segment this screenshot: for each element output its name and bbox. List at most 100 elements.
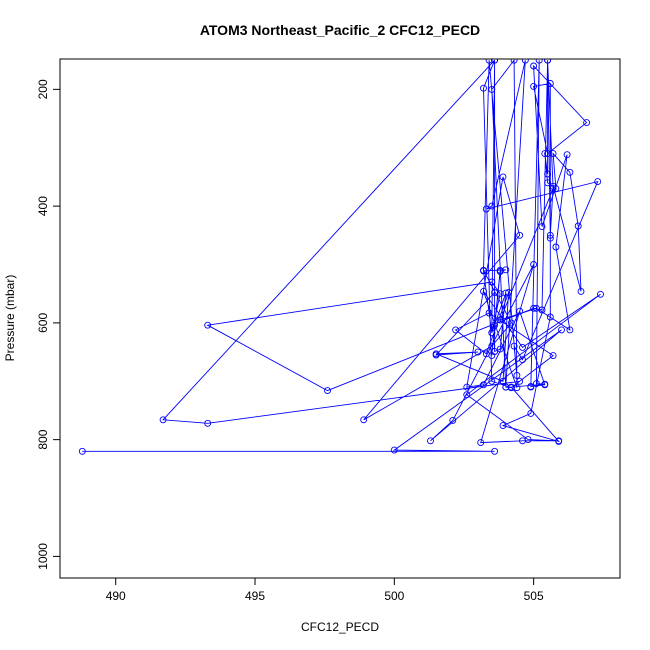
plot-area (78, 59, 604, 455)
y-axis: 200 400 600 800 1000 (36, 79, 60, 570)
data-point (499, 377, 507, 385)
data-point (519, 343, 526, 351)
data-point (583, 119, 591, 127)
data-point (496, 316, 504, 324)
data-point (530, 62, 538, 70)
data-point (521, 59, 529, 64)
data-point (463, 391, 471, 399)
data-point (491, 59, 499, 64)
data-point (546, 234, 554, 242)
data-point (488, 278, 496, 286)
data-point (507, 319, 515, 327)
plot-frame (59, 58, 621, 579)
data-point (549, 352, 557, 360)
data-point (566, 168, 574, 176)
data-point (488, 377, 496, 385)
data-point (530, 304, 538, 312)
data-point (530, 82, 538, 90)
data-point (324, 387, 331, 395)
data-point (159, 416, 167, 424)
data-point (546, 313, 554, 321)
data-point (390, 446, 398, 454)
data-point (549, 182, 557, 190)
data-point (524, 436, 532, 444)
data-point (499, 422, 507, 430)
data-point (488, 202, 496, 210)
y-tick-label: 600 (36, 313, 50, 333)
data-point (544, 179, 552, 187)
data-point (510, 59, 518, 64)
data-point (463, 383, 471, 391)
data-point (491, 447, 499, 455)
data-point (452, 326, 460, 334)
data-point (541, 150, 549, 158)
y-tick-label: 200 (36, 79, 50, 99)
y-tick-label: 800 (36, 429, 50, 449)
data-point (597, 290, 604, 298)
data-point (485, 309, 493, 317)
data-point (507, 384, 515, 392)
data-point (546, 231, 554, 239)
data-point (204, 419, 212, 427)
data-point (563, 151, 571, 159)
data-point (449, 416, 457, 424)
data-point (549, 185, 557, 193)
data-point (505, 289, 513, 296)
data-point (544, 170, 552, 178)
data-point (502, 266, 510, 274)
data-point (488, 329, 496, 337)
data-point (427, 437, 434, 445)
data-point (474, 348, 482, 356)
y-tick-label: 400 (36, 196, 50, 216)
data-point (541, 381, 549, 389)
data-point (78, 447, 86, 455)
data-point (204, 321, 212, 329)
data-point (360, 416, 368, 424)
data-point (594, 178, 602, 186)
x-tick-label: 495 (245, 589, 265, 603)
x-axis-label: CFC12_PECD (301, 620, 379, 634)
chart-title: ATOM3 Northeast_Pacific_2 CFC12_PECD (200, 22, 480, 38)
data-point (499, 173, 507, 181)
data-point (552, 243, 560, 251)
data-point (488, 85, 496, 93)
data-point (488, 342, 496, 350)
data-point (480, 287, 487, 295)
series-line (82, 59, 601, 452)
data-point (527, 409, 535, 417)
data-point (496, 345, 504, 353)
data-point (480, 84, 487, 92)
data-point (491, 348, 499, 355)
data-point (502, 383, 510, 391)
data-point (527, 383, 535, 390)
data-point (477, 439, 485, 447)
data-point (491, 321, 499, 329)
data-point (516, 307, 524, 315)
data-point (544, 59, 552, 64)
data-point (532, 304, 540, 312)
data-point (532, 380, 540, 388)
data-point (485, 59, 493, 64)
series-layer (78, 59, 604, 455)
data-point (538, 223, 546, 231)
data-point (513, 371, 521, 379)
data-point (482, 205, 490, 213)
data-point (480, 266, 487, 274)
data-point (510, 342, 518, 350)
data-point (432, 351, 440, 359)
data-point (558, 326, 565, 334)
data-point (516, 377, 524, 385)
data-point (549, 150, 557, 158)
x-tick-label: 505 (524, 589, 544, 603)
x-axis: 490 495 500 505 (106, 578, 544, 603)
data-point (535, 59, 543, 64)
data-point (516, 231, 524, 239)
data-point (577, 287, 585, 295)
x-tick-label: 500 (384, 589, 404, 603)
x-tick-label: 490 (106, 589, 126, 603)
data-point (546, 80, 554, 87)
data-point (480, 381, 487, 389)
data-point (530, 261, 538, 268)
data-point (519, 356, 526, 364)
